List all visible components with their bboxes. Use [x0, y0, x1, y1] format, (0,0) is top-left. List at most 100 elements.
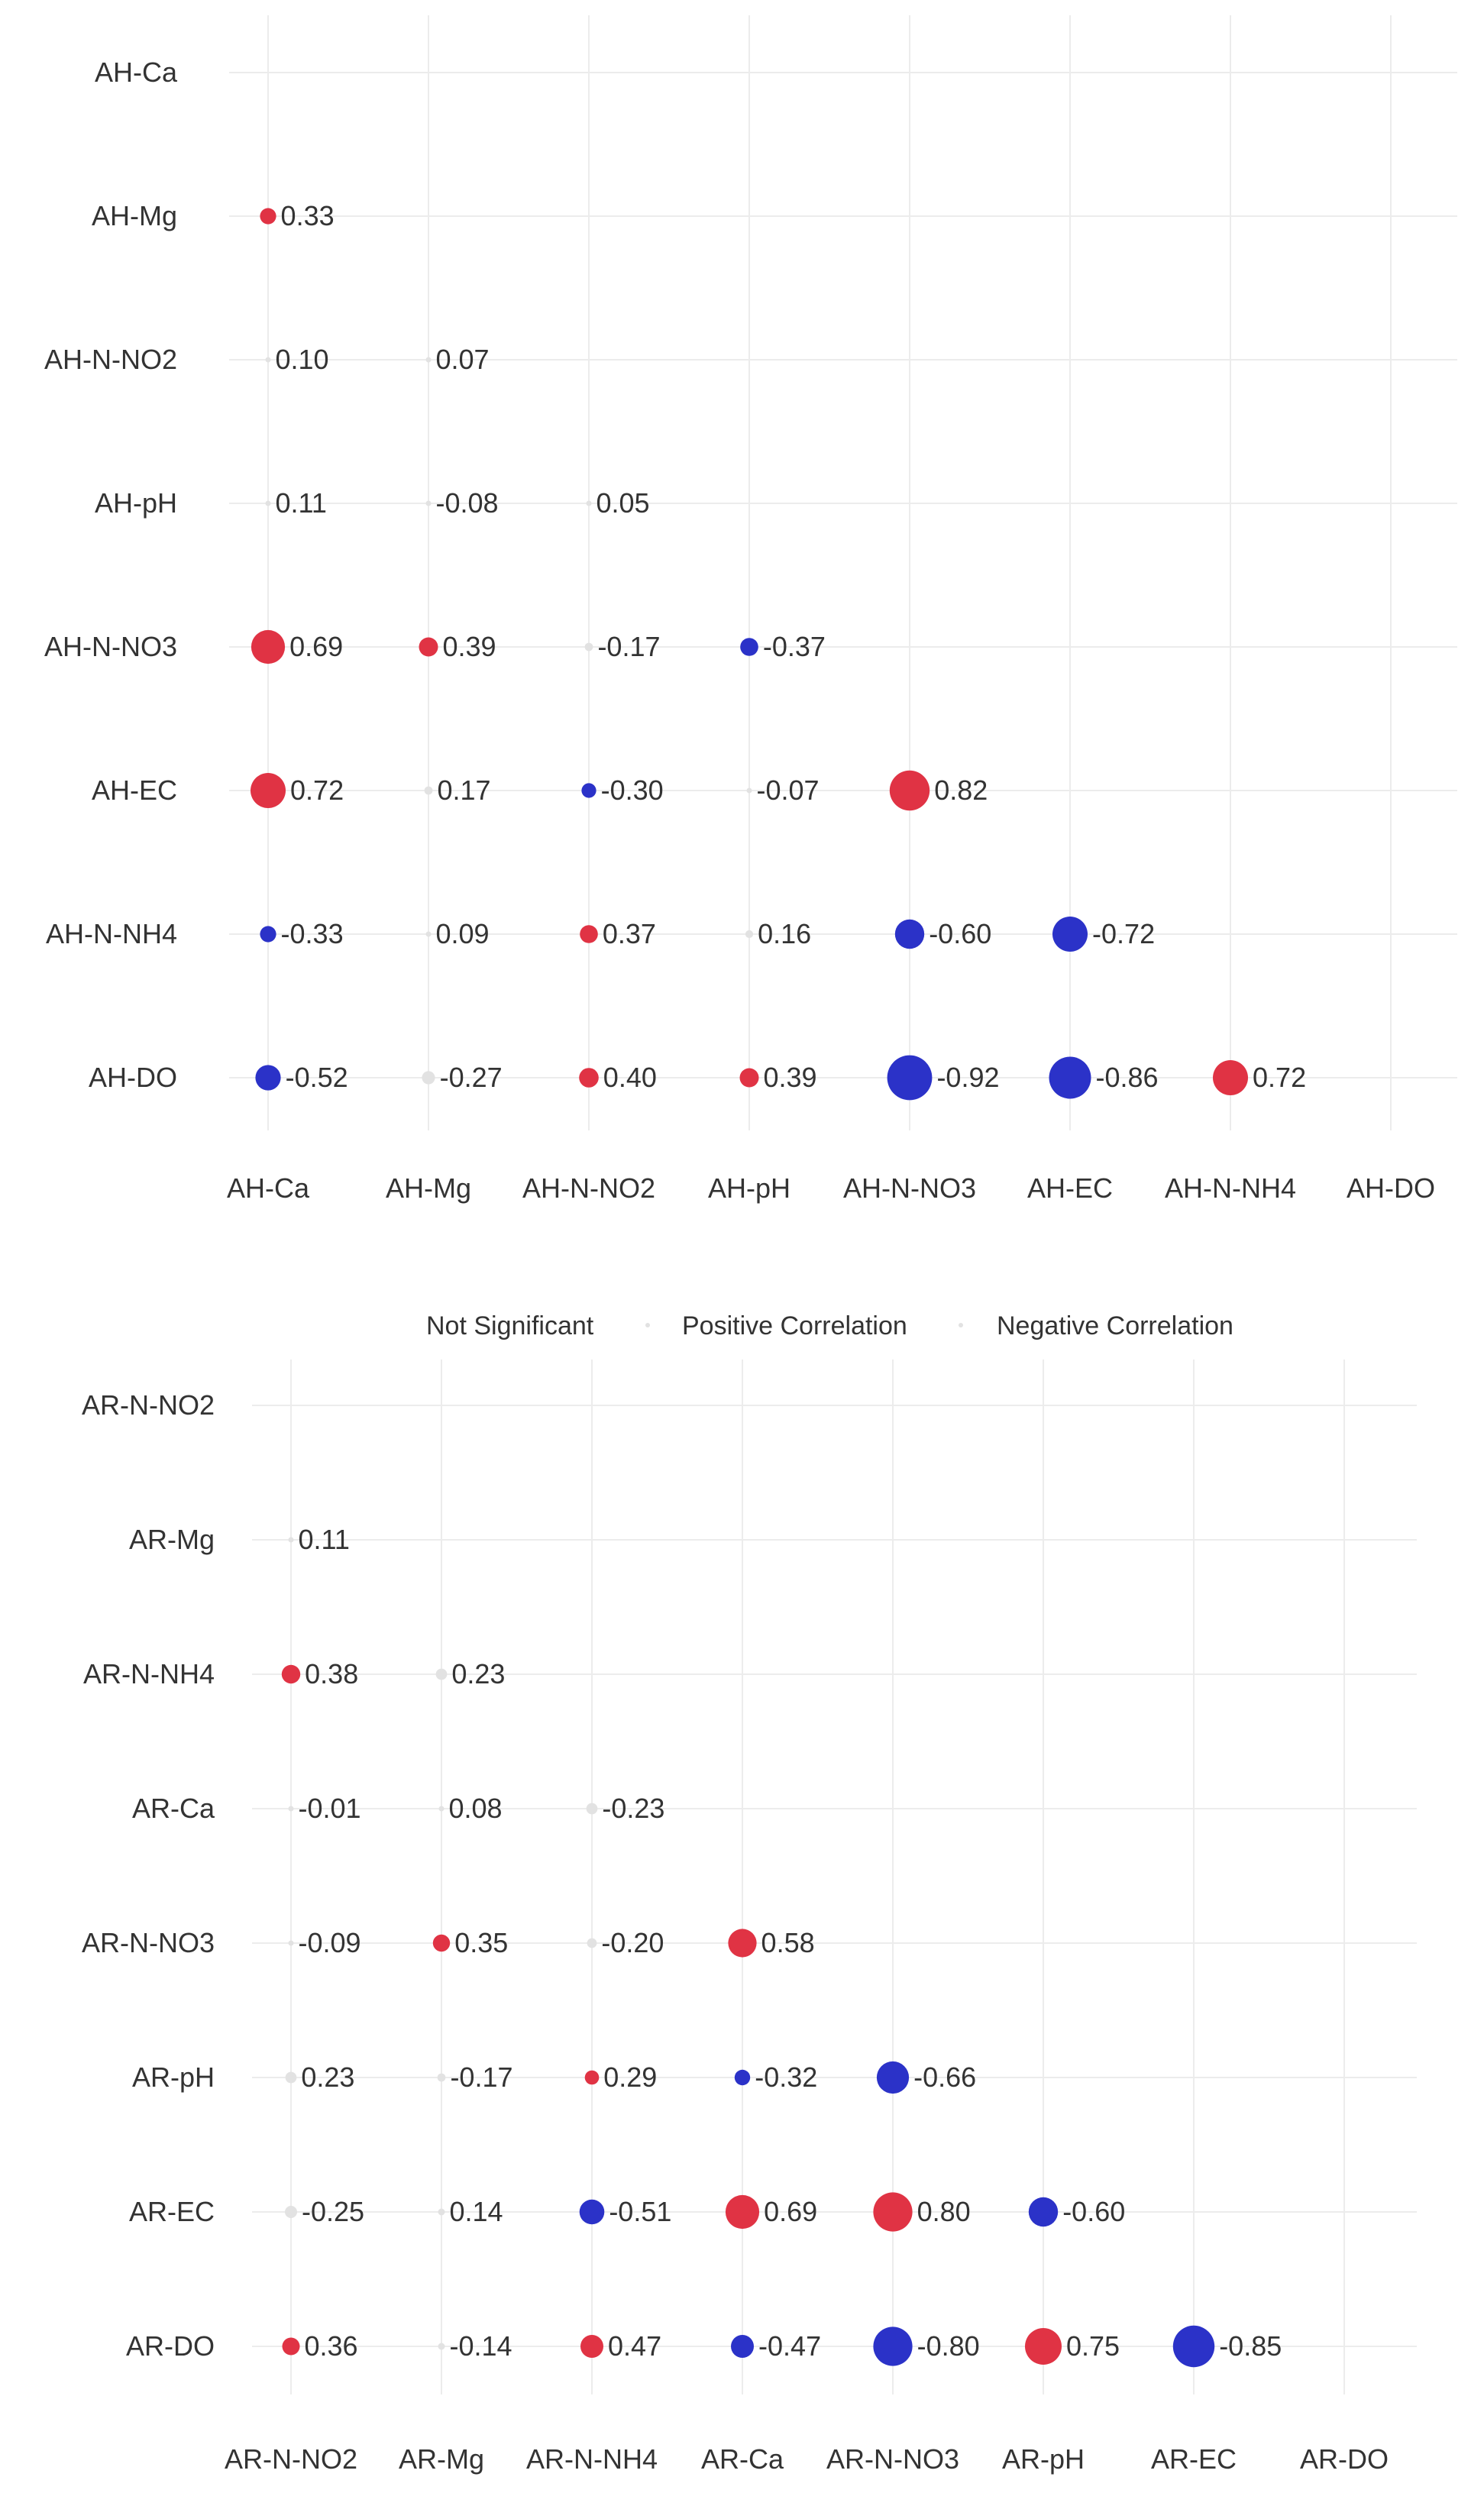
- y-tick-ar-ec: AR-EC: [129, 2196, 215, 2227]
- bubble-ar-ca-ar-n-nh4: [586, 1803, 598, 1815]
- legend-swatch-positive: [959, 1323, 963, 1327]
- bubble-ar-ph-ar-n-no2: [285, 2071, 297, 2084]
- bubble-ar-ph-ar-mg: [437, 2073, 446, 2082]
- value-label-ah-n-no2-ah-mg: 0.07: [436, 344, 490, 375]
- chart-legend: Not Significant Positive Correlation Neg…: [426, 1311, 1233, 1340]
- value-label-ar-do-ar-n-nh4: 0.47: [608, 2330, 661, 2362]
- bubble-ar-ec-ar-n-no3: [873, 2192, 913, 2232]
- value-label-ar-ec-ar-n-nh4: -0.51: [609, 2196, 671, 2227]
- value-label-ah-n-no2-ah-ca: 0.10: [276, 344, 329, 375]
- legend-label-negative: Negative Correlation: [997, 1311, 1233, 1340]
- bubble-ar-do-ar-ec: [1172, 2325, 1215, 2368]
- bubble-ah-do-ah-n-no2: [579, 1068, 599, 1088]
- y-tick-ah-n-nh4: AH-N-NH4: [46, 918, 177, 949]
- bubble-ar-mg-ar-n-no2: [288, 1537, 294, 1543]
- bubble-ah-ph-ah-mg: [425, 500, 432, 506]
- y-tick-ah-mg: AH-Mg: [92, 200, 177, 231]
- value-label-ar-do-ar-n-no3: -0.80: [917, 2330, 980, 2362]
- bubble-ar-do-ar-n-no2: [282, 2337, 300, 2356]
- y-tick-ar-n-no2: AR-N-NO2: [82, 1389, 215, 1421]
- value-label-ah-n-nh4-ah-ph: 0.16: [758, 918, 811, 949]
- value-label-ar-n-no3-ar-n-nh4: -0.20: [601, 1927, 664, 1958]
- y-tick-ah-ec: AH-EC: [92, 774, 177, 806]
- bubble-ah-n-nh4-ah-n-no3: [894, 919, 925, 949]
- y-tick-ah-n-no3: AH-N-NO3: [44, 631, 177, 662]
- correlation-matrix-ah: AH-Ca AH-Mg AH-N-NO2 AH-pH AH-N-NO3 AH-EC AH-N…: [44, 15, 1457, 1204]
- y-tick-ar-ph: AR-pH: [132, 2061, 215, 2093]
- value-label-ah-do-ah-ca: -0.52: [286, 1062, 348, 1093]
- bubble-ar-ph-ar-ca: [734, 2069, 751, 2086]
- legend-label-positive: Positive Correlation: [682, 1311, 907, 1340]
- value-label-ar-ca-ar-n-no2: -0.01: [299, 1793, 361, 1824]
- x-tick-ah-do: AH-DO: [1347, 1172, 1435, 1204]
- value-label-ah-do-ah-mg: -0.27: [440, 1062, 503, 1093]
- x-tick-ar-n-no2: AR-N-NO2: [225, 2443, 357, 2475]
- bubble-ah-do-ah-mg: [422, 1071, 435, 1085]
- value-label-ah-ph-ah-n-no2: 0.05: [597, 487, 650, 519]
- value-label-ah-n-no3-ah-ca: 0.69: [289, 631, 343, 662]
- value-label-ah-n-nh4-ah-n-no3: -0.60: [929, 918, 991, 949]
- bubble-ah-ec-ah-n-no2: [581, 783, 597, 798]
- bubble-ah-n-nh4-ah-mg: [425, 931, 432, 937]
- bubble-ar-ec-ar-n-no2: [285, 2206, 297, 2218]
- value-label-ar-ph-ar-n-no3: -0.66: [913, 2061, 976, 2093]
- y-tick-ar-ca: AR-Ca: [132, 1793, 215, 1824]
- value-label-ah-ph-ah-ca: 0.11: [276, 487, 327, 519]
- correlation-matrix-ar: AR-N-NO2 AR-Mg AR-N-NH4 AR-Ca AR-N-NO3 AR-pH A…: [82, 1360, 1417, 2475]
- bubble-ah-n-nh4-ah-n-no2: [580, 925, 598, 943]
- value-label-ar-do-ar-mg: -0.14: [449, 2330, 512, 2362]
- bubble-ar-ec-ar-n-nh4: [579, 2199, 605, 2225]
- y-tick-ah-ca: AH-Ca: [95, 57, 178, 88]
- bubble-ah-n-no3-ah-ca: [251, 629, 286, 664]
- bubble-ar-n-nh4-ar-mg: [435, 1668, 448, 1680]
- legend-swatch-not-significant: [645, 1323, 650, 1327]
- bubble-ar-do-ar-mg: [438, 2343, 445, 2350]
- bubble-ah-n-nh4-ah-ca: [260, 926, 276, 943]
- y-tick-ar-n-nh4: AR-N-NH4: [83, 1658, 215, 1690]
- value-label-ah-do-ah-ec: -0.86: [1096, 1062, 1159, 1093]
- x-tick-ar-ec: AR-EC: [1151, 2443, 1237, 2475]
- x-tick-ar-do: AR-DO: [1300, 2443, 1389, 2475]
- bubble-ah-n-nh4-ah-ec: [1052, 917, 1088, 952]
- value-label-ah-ec-ah-n-no3: 0.82: [934, 774, 988, 806]
- bubble-ah-ec-ah-ca: [251, 773, 286, 808]
- bubble-ar-do-ar-ca: [731, 2335, 754, 2358]
- bubble-ar-ec-ar-mg: [438, 2208, 445, 2216]
- bubble-ah-n-no3-ah-ph: [740, 638, 758, 656]
- value-label-ar-do-ar-ph: 0.75: [1066, 2330, 1120, 2362]
- value-label-ar-do-ar-ca: -0.47: [758, 2330, 821, 2362]
- bubble-ah-ec-ah-mg: [424, 786, 433, 795]
- value-label-ar-do-ar-ec: -0.85: [1219, 2330, 1282, 2362]
- bubble-ah-n-no3-ah-mg: [419, 637, 438, 657]
- value-label-ah-ec-ah-n-no2: -0.30: [601, 774, 664, 806]
- value-label-ar-mg-ar-n-no2: 0.11: [299, 1524, 350, 1555]
- x-tick-ah-n-nh4: AH-N-NH4: [1165, 1172, 1296, 1204]
- x-tick-ah-ec: AH-EC: [1027, 1172, 1113, 1204]
- bubble-ah-do-ah-n-nh4: [1213, 1060, 1248, 1095]
- bubble-ah-do-ah-n-no3: [887, 1055, 933, 1101]
- value-label-ah-do-ah-ph: 0.39: [763, 1062, 816, 1093]
- x-tick-ar-n-no3: AR-N-NO3: [826, 2443, 959, 2475]
- value-label-ar-n-no3-ar-mg: 0.35: [454, 1927, 508, 1958]
- y-tick-ah-n-no2: AH-N-NO2: [44, 344, 177, 375]
- value-label-ar-do-ar-n-no2: 0.36: [305, 2330, 358, 2362]
- y-tick-ar-do: AR-DO: [126, 2330, 215, 2362]
- value-label-ar-n-no3-ar-ca: 0.58: [761, 1927, 815, 1958]
- bubble-ah-ec-ah-n-no3: [889, 770, 930, 811]
- value-label-ar-ca-ar-n-nh4: -0.23: [602, 1793, 664, 1824]
- value-label-ah-n-no3-ah-mg: 0.39: [442, 631, 496, 662]
- x-tick-ah-ph: AH-pH: [708, 1172, 790, 1204]
- x-tick-ah-n-no2: AH-N-NO2: [522, 1172, 655, 1204]
- bubble-ar-n-nh4-ar-n-no2: [281, 1664, 301, 1684]
- bubble-ar-ph-ar-n-no3: [876, 2061, 910, 2094]
- value-label-ar-ec-ar-ph: -0.60: [1062, 2196, 1125, 2227]
- value-label-ar-n-nh4-ar-n-no2: 0.38: [305, 1658, 358, 1690]
- bubble-ah-ec-ah-ph: [746, 787, 752, 794]
- bubble-ah-mg-ah-ca: [260, 208, 276, 225]
- bubble-ah-n-nh4-ah-ph: [745, 930, 754, 939]
- value-label-ar-ph-ar-n-no2: 0.23: [301, 2061, 354, 2093]
- x-tick-ah-n-no3: AH-N-NO3: [843, 1172, 976, 1204]
- bubble-ar-ec-ar-ca: [725, 2194, 760, 2230]
- x-tick-ar-n-nh4: AR-N-NH4: [526, 2443, 658, 2475]
- x-tick-ah-mg: AH-Mg: [386, 1172, 471, 1204]
